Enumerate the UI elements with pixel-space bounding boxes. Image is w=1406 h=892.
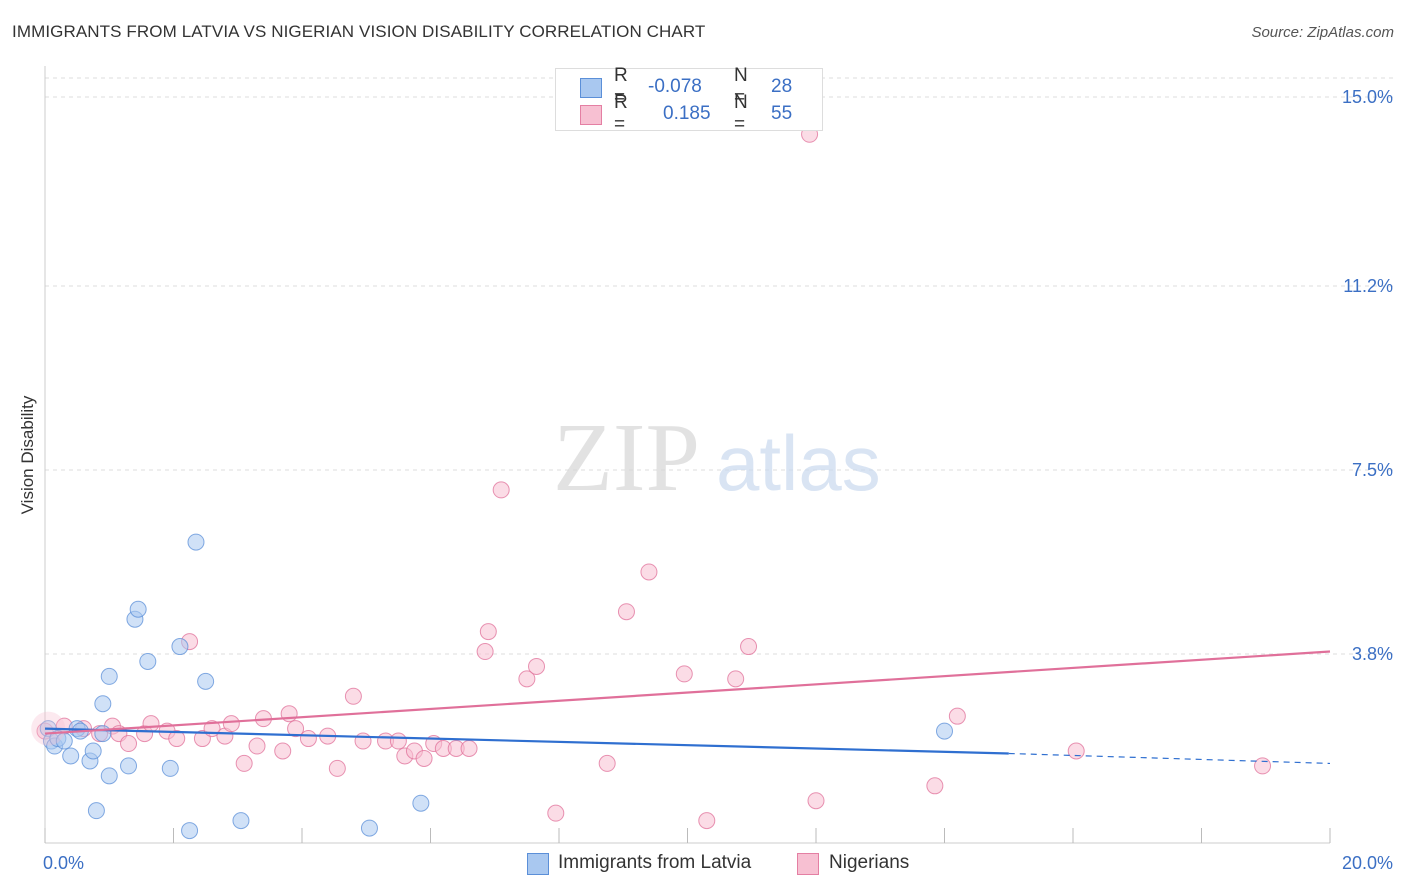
latvia-point [187,533,205,551]
legend-n-value: 28 [771,76,793,97]
legend-n-label: N = [734,92,748,135]
latvia-trend-line [44,727,1009,755]
nigerian-point [222,715,240,733]
nigerian-point [299,730,317,748]
y-tick-labels: 3.8% 7.5% 11.2% 15.0% [1342,87,1393,664]
nigerian-point [274,742,292,760]
nigerian-point [460,740,478,758]
legend-n-label: N = [734,65,748,108]
latvia-point [94,725,112,743]
nigerian-point [926,777,944,795]
nigerian-point [675,665,693,683]
latvia-point [139,652,157,670]
nigerian-point [640,563,658,581]
nigerian-point [354,732,372,750]
nigerian-point [727,670,745,688]
legend-swatch-nigerians [580,105,602,125]
source-label: Source: ZipAtlas.com [1251,24,1394,41]
latvia-point [100,767,118,785]
bottom-legend-swatch-latvia [527,853,549,875]
nigerian-point [528,657,546,675]
watermark-zip: ZIP [553,404,700,512]
latvia-point [232,812,250,830]
chart-title: IMMIGRANTS FROM LATVIA VS NIGERIAN VISIO… [12,22,706,41]
nigerian-point [168,730,186,748]
nigerian-point [120,735,138,753]
x-tick-label: 20.0% [1342,853,1393,873]
latvia-point [129,600,147,618]
nigerian-point [740,638,758,656]
nigerian-point [248,737,266,755]
latvia-point [197,672,215,690]
axes [44,66,1331,844]
nigerian-point [479,623,497,641]
nigerian-point [1254,757,1272,775]
latvia-point [87,802,105,820]
y-tick-label: 7.5% [1352,460,1393,480]
nigerian-point [547,804,565,822]
nigerian-point [142,715,160,733]
nigerian-point [598,754,616,772]
y-tick-label: 11.2% [1343,276,1393,296]
nigerian-point [389,732,407,750]
latvia-point [161,759,179,777]
watermark-atlas: atlas [716,419,881,507]
latvia-point [360,819,378,837]
legend-r-value: -0.078 [648,76,702,97]
latvia-point [936,722,953,740]
watermark: ZIP atlas [553,404,881,512]
nigerian-point [807,792,825,810]
latvia-point [100,667,118,685]
nigerian-trend-line [44,650,1331,735]
x-tick-labels: 0.0% 20.0% [43,853,1393,873]
nigerian-point [235,754,253,772]
y-tick-label: 15.0% [1342,87,1393,107]
data-points [31,125,1272,840]
legend-swatch-latvia [580,78,602,98]
nigerian-point [698,812,716,830]
gridlines [45,77,1395,655]
nigerian-point [492,481,510,499]
nigerian-point [415,749,433,767]
legend-r-value: 0.185 [663,103,711,124]
latvia-point [62,747,80,765]
nigerian-point [1067,742,1085,760]
nigerian-point [476,643,494,661]
stats-legend: R = -0.078 N = 28 R = 0.185 N = 55 [555,65,823,135]
latvia-point [171,638,189,656]
legend-n-value: 55 [771,103,793,124]
latvia-point [412,794,430,812]
y-axis-label: Vision Disability [18,395,37,514]
nigerian-point [617,603,635,621]
legend-r-label: R = [614,92,628,135]
nigerian-point [948,707,966,725]
bottom-legend-swatch-nigerians [797,853,819,875]
latvia-point [120,757,138,775]
x-tick-label: 0.0% [43,853,84,873]
nigerian-point [328,759,346,777]
latvia-point [94,695,112,713]
latvia-point [181,822,199,840]
latvia-point [84,742,102,760]
nigerian-point [344,687,362,705]
bottom-legend: Immigrants from Latvia Nigerians [0,852,1406,876]
bottom-legend-label-latvia: Immigrants from Latvia [558,852,752,873]
nigerian-point [518,670,536,688]
latvia-trend-extension [1008,752,1331,765]
trend-lines [44,650,1331,765]
legend-r-label: R = [614,65,628,108]
y-tick-label: 3.8% [1352,644,1393,664]
nigerian-point [287,720,305,738]
bottom-legend-label-nigerians: Nigerians [829,852,910,873]
